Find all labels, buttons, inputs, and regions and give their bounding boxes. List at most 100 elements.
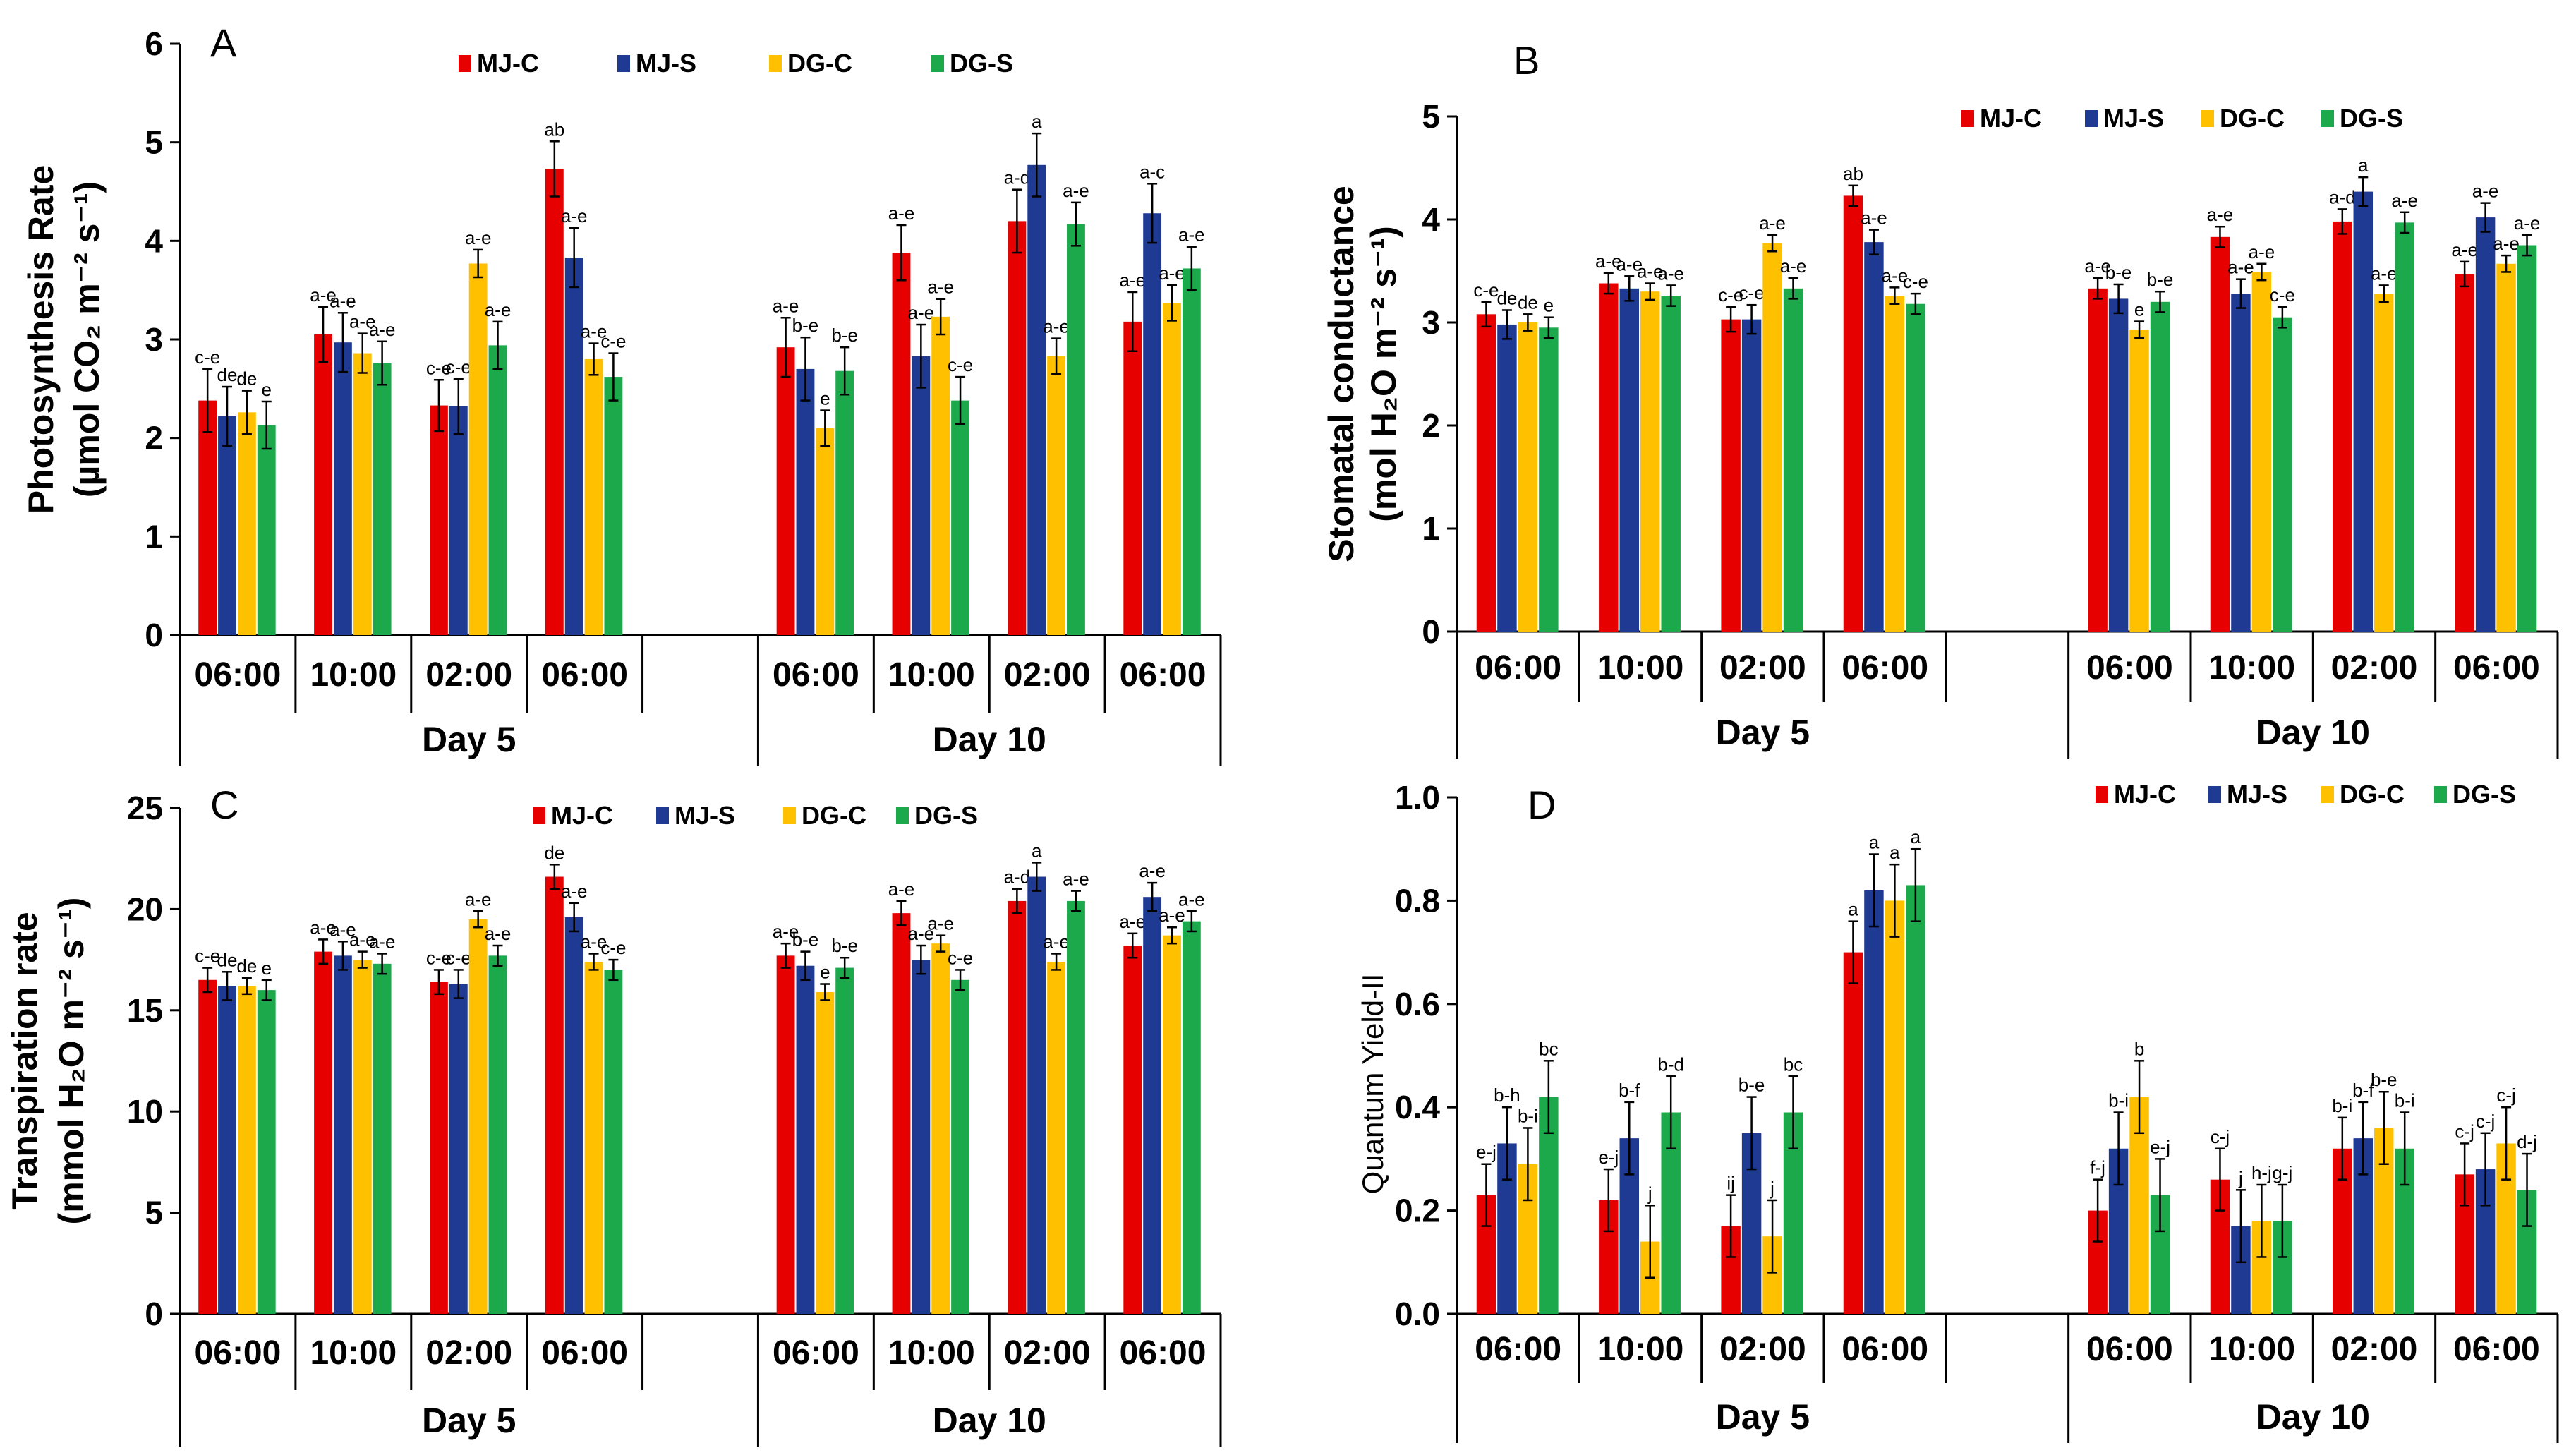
x-group-label: Day 5 xyxy=(1716,713,1810,752)
bar xyxy=(198,979,217,1314)
x-category-label: 06:00 xyxy=(1842,649,1928,687)
significance-label: b-e xyxy=(2371,1069,2397,1090)
significance-label: a-e xyxy=(2493,233,2520,254)
bar xyxy=(1008,900,1027,1314)
legend-swatch xyxy=(769,55,782,72)
significance-label: c-e xyxy=(1718,284,1743,306)
bar xyxy=(1762,243,1782,632)
x-group-label: Day 5 xyxy=(422,1401,516,1440)
significance-label: b xyxy=(2134,1038,2144,1059)
bar xyxy=(430,982,448,1314)
significance-label: j xyxy=(1770,1178,1774,1199)
bar xyxy=(1476,314,1496,632)
significance-label: a-e xyxy=(581,931,607,952)
significance-label: b-e xyxy=(2105,262,2132,283)
significance-label: e xyxy=(262,958,272,979)
bar xyxy=(2210,236,2230,632)
legend-label: DG-C xyxy=(2340,780,2405,809)
significance-label: a-e xyxy=(1178,224,1205,246)
legend-label: MJ-C xyxy=(551,801,613,830)
bar xyxy=(2395,222,2414,632)
legend-label: DG-S xyxy=(950,49,1013,78)
x-category-label: 06:00 xyxy=(541,656,628,694)
bar xyxy=(1906,885,1925,1314)
bar xyxy=(353,353,372,635)
bar xyxy=(2374,294,2394,632)
significance-label: a xyxy=(1911,826,1921,847)
x-category-label: 02:00 xyxy=(1004,1334,1091,1372)
legend-label: DG-C xyxy=(802,801,866,830)
bar xyxy=(2517,245,2537,632)
x-category-label: 06:00 xyxy=(2453,649,2540,687)
y-tick-label: 1 xyxy=(1422,510,1440,547)
x-category-label: 10:00 xyxy=(888,1334,975,1372)
significance-label: a-d xyxy=(1004,867,1031,888)
bar xyxy=(1885,296,1905,632)
significance-label: a-e xyxy=(908,923,935,944)
bar xyxy=(604,970,623,1314)
significance-label: a-e xyxy=(1616,253,1643,274)
bar xyxy=(333,342,352,635)
significance-label: de xyxy=(236,368,257,390)
legend-swatch xyxy=(896,807,909,824)
significance-label: a-e xyxy=(2371,262,2397,284)
bar xyxy=(1783,288,1803,632)
bar xyxy=(1864,890,1884,1314)
legend-label: MJ-S xyxy=(675,801,735,830)
x-category-label: 02:00 xyxy=(1004,656,1091,694)
significance-label: a-e xyxy=(369,319,396,340)
significance-label: a-e xyxy=(349,311,376,332)
bar xyxy=(257,990,276,1314)
y-axis-label: Stomatal conductance xyxy=(1322,186,1361,562)
significance-label: a-e xyxy=(561,881,588,902)
y-axis-label: Transpiration rate xyxy=(5,912,44,1209)
y-tick-label: 6 xyxy=(145,25,163,62)
bar xyxy=(430,405,448,635)
y-axis-label-units: (mmol H₂O m⁻² s⁻¹) xyxy=(52,898,91,1225)
bar xyxy=(2150,301,2170,632)
significance-label: de xyxy=(1496,287,1517,308)
legend-label: MJ-C xyxy=(2114,780,2176,809)
bar xyxy=(816,991,835,1314)
significance-label: a-e xyxy=(1063,869,1089,890)
y-tick-label: 3 xyxy=(145,321,163,358)
significance-label: b-e xyxy=(831,325,858,346)
significance-label: ab xyxy=(544,119,564,140)
bar xyxy=(373,363,392,635)
significance-label: a-e xyxy=(2084,255,2111,277)
significance-label: e xyxy=(820,962,830,983)
y-tick-label: 20 xyxy=(127,890,163,927)
legend-label: DG-C xyxy=(787,49,852,78)
significance-label: e-j xyxy=(1598,1147,1619,1168)
panel-label: B xyxy=(1513,38,1540,83)
panel-D: D 0.0 0.2 0.4 0.6 0.8 1.0 Quantum Yield-II 06:00… xyxy=(1356,779,2559,1443)
bar xyxy=(776,955,795,1314)
significance-label: c-e xyxy=(600,937,626,958)
significance-label: a-e xyxy=(888,203,915,224)
bar xyxy=(1182,268,1201,635)
significance-label: ij xyxy=(1727,1173,1735,1194)
significance-label: a-c xyxy=(1139,161,1165,182)
y-axis-label-units: (mol H₂O m⁻² s⁻¹) xyxy=(1364,226,1403,521)
bar xyxy=(892,253,911,635)
significance-label: b-i xyxy=(2395,1090,2415,1111)
y-tick-label: 3 xyxy=(1422,304,1440,341)
significance-label: a-e xyxy=(1882,265,1909,286)
y-axis-label-units: (µmol CO₂ m⁻² s⁻¹) xyxy=(67,181,107,497)
significance-label: e xyxy=(1544,295,1554,316)
bar xyxy=(912,356,931,635)
significance-label: a-e xyxy=(329,919,356,940)
y-tick-label: 5 xyxy=(145,1195,163,1231)
significance-label: c-e xyxy=(446,947,471,968)
significance-label: a xyxy=(1032,111,1042,132)
legend-label: MJ-S xyxy=(2227,780,2287,809)
significance-label: c-e xyxy=(1903,271,1928,292)
legend-swatch xyxy=(459,55,471,72)
significance-label: e xyxy=(820,388,830,409)
bar xyxy=(314,951,332,1314)
bar xyxy=(449,406,468,635)
significance-label: a xyxy=(1869,832,1880,853)
x-category-label: 06:00 xyxy=(2086,1331,2173,1368)
significance-label: c-e xyxy=(1739,282,1765,303)
y-tick-label: 1 xyxy=(145,518,163,555)
